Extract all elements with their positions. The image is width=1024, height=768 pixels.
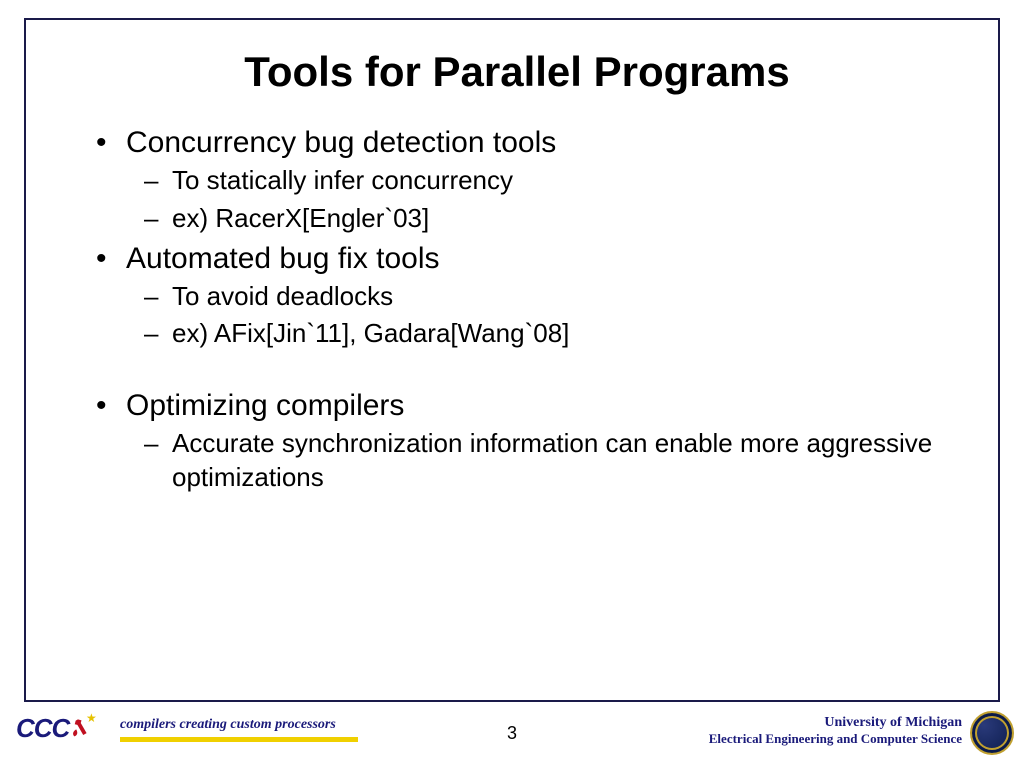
affiliation: University of Michigan Electrical Engine… [709, 715, 962, 747]
footer: CCC ★ compilers creating custom processo… [0, 709, 1024, 768]
bullet-item: Concurrency bug detection tools [96, 126, 958, 160]
content-frame: Tools for Parallel Programs Concurrency … [24, 18, 1000, 702]
bullet-item: ex) AFix[Jin`11], Gadara[Wang`08] [144, 317, 958, 351]
slide-title: Tools for Parallel Programs [76, 48, 958, 96]
university-seal-icon [970, 711, 1014, 755]
bullet-item: Optimizing compilers [96, 389, 958, 423]
department-name: Electrical Engineering and Computer Scie… [709, 731, 962, 747]
bullet-item: Accurate synchronization information can… [144, 427, 958, 495]
bullet-item: To avoid deadlocks [144, 280, 958, 314]
bullet-list: Concurrency bug detection tools To stati… [76, 126, 958, 495]
bullet-item: Automated bug fix tools [96, 242, 958, 276]
bullet-item: To statically infer concurrency [144, 164, 958, 198]
bullet-item: ex) RacerX[Engler`03] [144, 202, 958, 236]
university-name: University of Michigan [709, 715, 962, 731]
slide: Tools for Parallel Programs Concurrency … [0, 0, 1024, 768]
bullet-gap [76, 355, 958, 383]
